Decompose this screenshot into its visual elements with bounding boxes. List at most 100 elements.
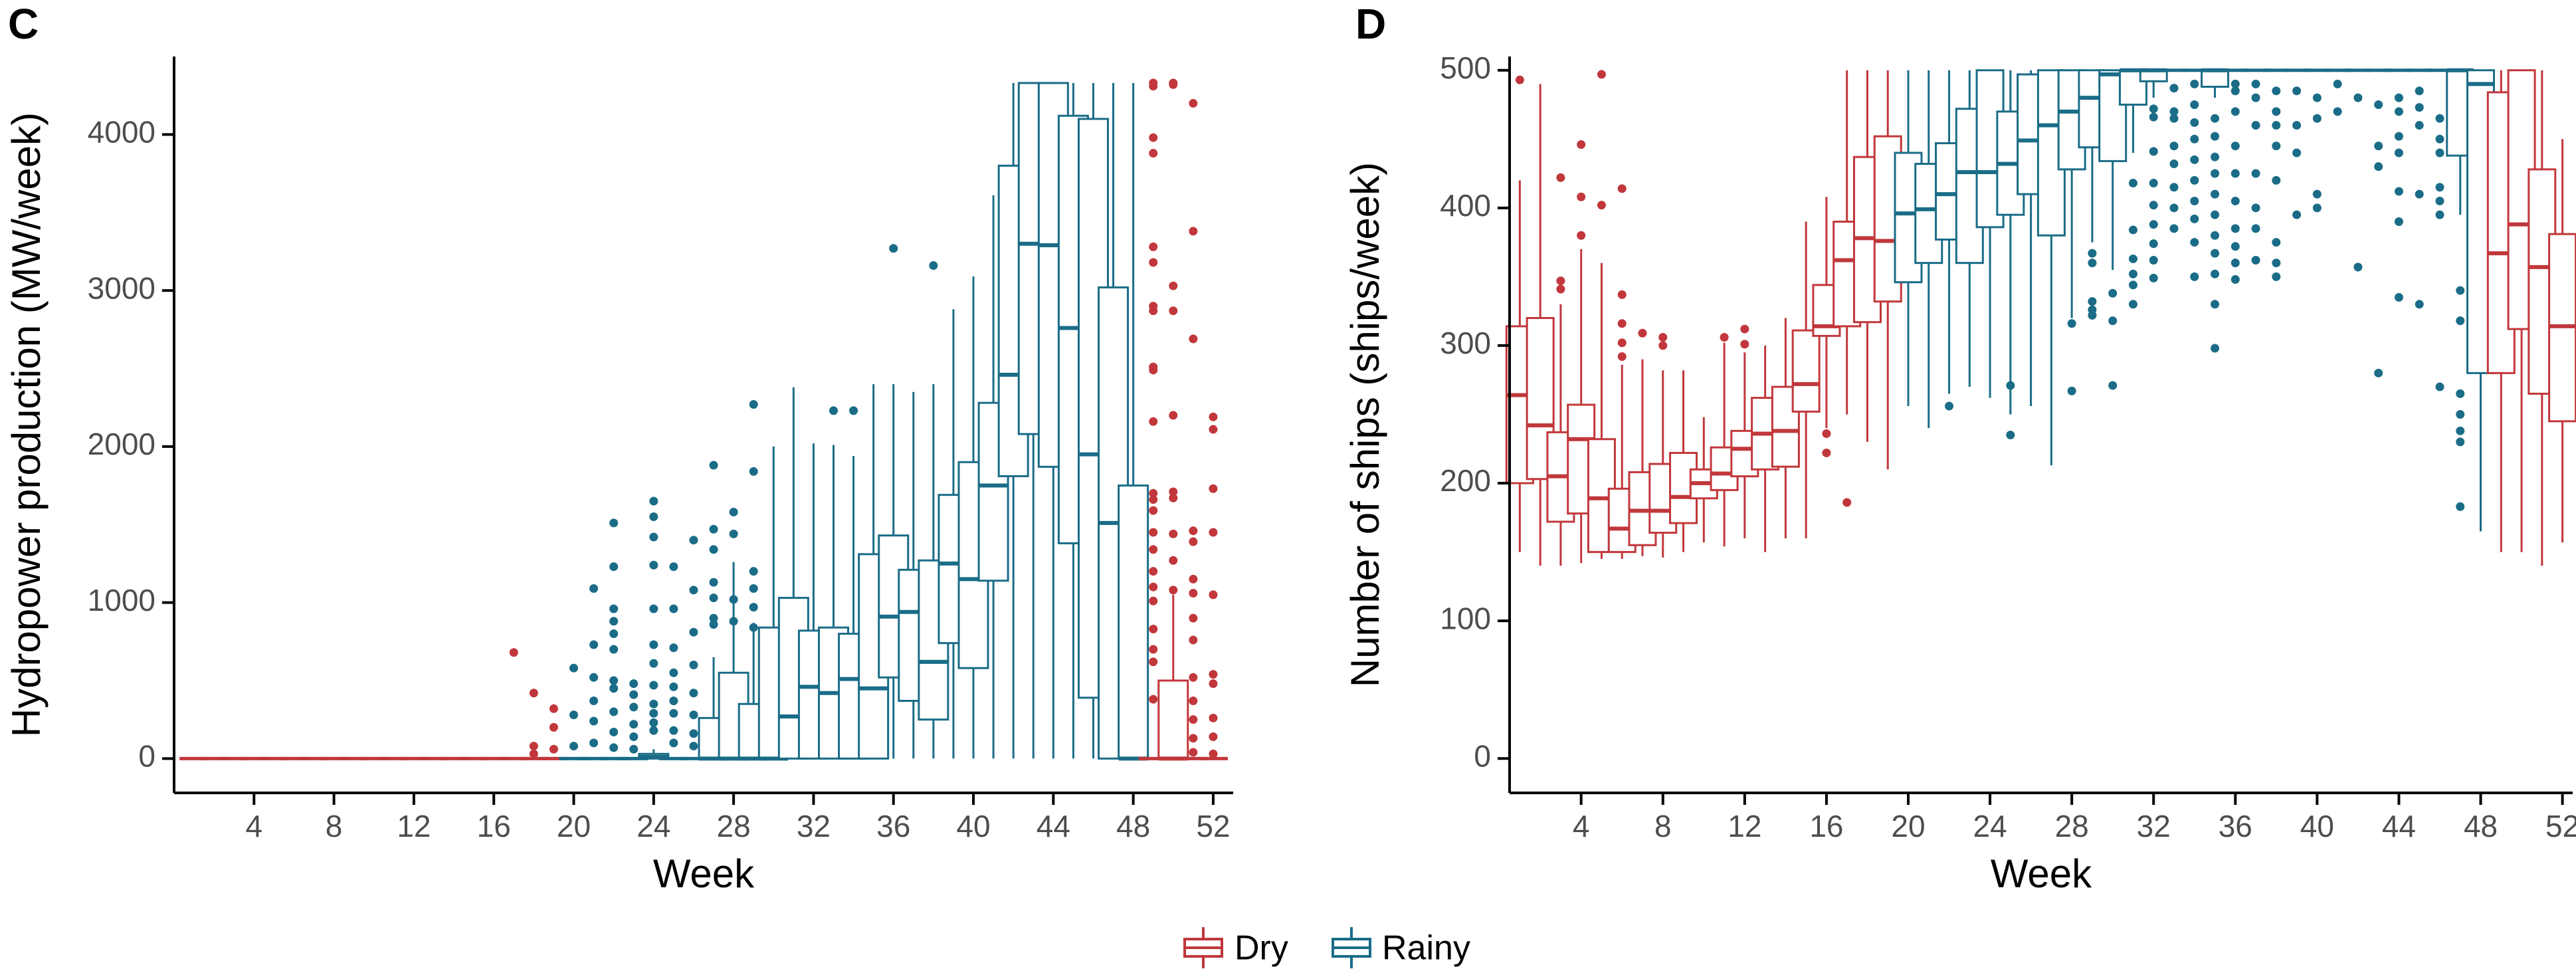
outlier-point (2088, 259, 2097, 268)
outlier-point (2333, 79, 2342, 88)
outlier-point (1209, 713, 1218, 722)
outlier-point (749, 467, 758, 476)
outlier-point (2435, 382, 2444, 391)
outlier-point (2456, 426, 2465, 435)
outlier-point (2149, 147, 2158, 156)
outlier-point (1169, 80, 1178, 89)
outlier-point (2456, 389, 2465, 398)
outlier-point (1169, 487, 1178, 496)
outlier-point (1577, 192, 1586, 201)
outlier-point (729, 617, 738, 626)
outlier-point (609, 562, 619, 572)
outlier-point (609, 645, 619, 654)
outlier-point (2292, 148, 2302, 158)
outlier-point (2272, 107, 2281, 116)
box-week-33 (2161, 68, 2187, 233)
outlier-point (2435, 148, 2444, 158)
outlier-point (2394, 132, 2403, 141)
box-week-51 (1178, 98, 1208, 760)
outlier-point (2128, 179, 2137, 188)
box-week-52 (1198, 412, 1228, 760)
box-week-17 (499, 648, 529, 760)
outlier-point (609, 684, 619, 693)
box-week-42 (2344, 68, 2371, 272)
outlier-point (2394, 93, 2403, 102)
box-week-24 (638, 496, 670, 760)
outlier-point (649, 681, 658, 690)
box-iqr (1157, 679, 1189, 760)
panel-c-x-ticks: 4 8 12 16 20 24 28 32 36 40 44 48 52 (246, 793, 1231, 843)
box-week-46 (2427, 68, 2453, 391)
outlier-point (529, 749, 538, 758)
box-week-41 (2324, 68, 2351, 116)
outlier-point (709, 461, 718, 470)
outlier-point (2415, 86, 2424, 96)
outlier-point (2251, 93, 2260, 102)
panel-c-y-ticks: 0 1000 2000 3000 4000 (88, 115, 174, 774)
outlier-point (1556, 284, 1565, 294)
outlier-point (2149, 112, 2158, 122)
outlier-point (2149, 179, 2158, 188)
outlier-point (2149, 239, 2158, 249)
box-week-25 (658, 562, 688, 760)
outlier-point (2394, 107, 2403, 116)
outlier-point (669, 668, 678, 677)
x-tick-label: 24 (637, 809, 670, 843)
outlier-point (2190, 134, 2199, 144)
outlier-point (2394, 217, 2403, 227)
outlier-point (1189, 227, 1198, 236)
x-tick-label: 28 (2055, 809, 2089, 843)
outlier-point (1617, 319, 1627, 328)
outlier-point (2088, 297, 2097, 306)
outlier-point (1149, 242, 1158, 251)
outlier-point (529, 742, 538, 751)
outlier-point (689, 689, 698, 698)
outlier-point (1189, 613, 1198, 623)
outlier-point (2251, 79, 2260, 88)
outlier-point (1149, 645, 1158, 654)
outlier-point (1169, 493, 1178, 502)
y-tick-label: 0 (1474, 738, 1491, 773)
outlier-point (1577, 140, 1586, 150)
x-tick-label: 16 (1809, 809, 1843, 843)
outlier-point (1209, 749, 1218, 758)
outlier-point (2190, 272, 2199, 281)
outlier-point (2211, 210, 2220, 219)
outlier-point (2211, 189, 2220, 199)
outlier-point (2435, 183, 2444, 192)
outlier-point (2251, 203, 2260, 213)
outlier-point (2169, 114, 2179, 123)
outlier-point (1189, 734, 1198, 743)
box-week-36 (2222, 68, 2249, 284)
box-iqr (1526, 316, 1555, 481)
outlier-point (1658, 341, 1668, 350)
outlier-point (549, 704, 558, 713)
outlier-point (2190, 196, 2199, 205)
outlier-point (1720, 332, 1729, 342)
y-tick-label: 300 (1440, 326, 1491, 360)
outlier-point (509, 648, 518, 657)
outlier-point (2169, 107, 2179, 116)
box-week-50 (1157, 78, 1189, 761)
outlier-point (2394, 292, 2403, 302)
box-week-19 (539, 704, 569, 760)
box-week-38 (2262, 68, 2290, 281)
box-iqr (2201, 69, 2230, 88)
outlier-point (2272, 272, 2281, 281)
outlier-point (2190, 155, 2199, 164)
outlier-point (2149, 273, 2158, 282)
outlier-point (749, 567, 758, 576)
x-tick-label: 12 (397, 809, 431, 843)
legend-label-rainy: Rainy (1382, 929, 1470, 968)
outlier-point (689, 729, 698, 738)
outlier-point (1189, 748, 1198, 757)
outlier-point (649, 604, 658, 613)
outlier-point (689, 661, 698, 670)
panel-d-boxes (1505, 68, 2576, 566)
outlier-point (1556, 173, 1565, 182)
box-week-20 (559, 663, 589, 760)
outlier-point (1149, 366, 1158, 375)
legend-item-dry: Dry (1183, 927, 1288, 968)
outlier-point (709, 524, 718, 534)
